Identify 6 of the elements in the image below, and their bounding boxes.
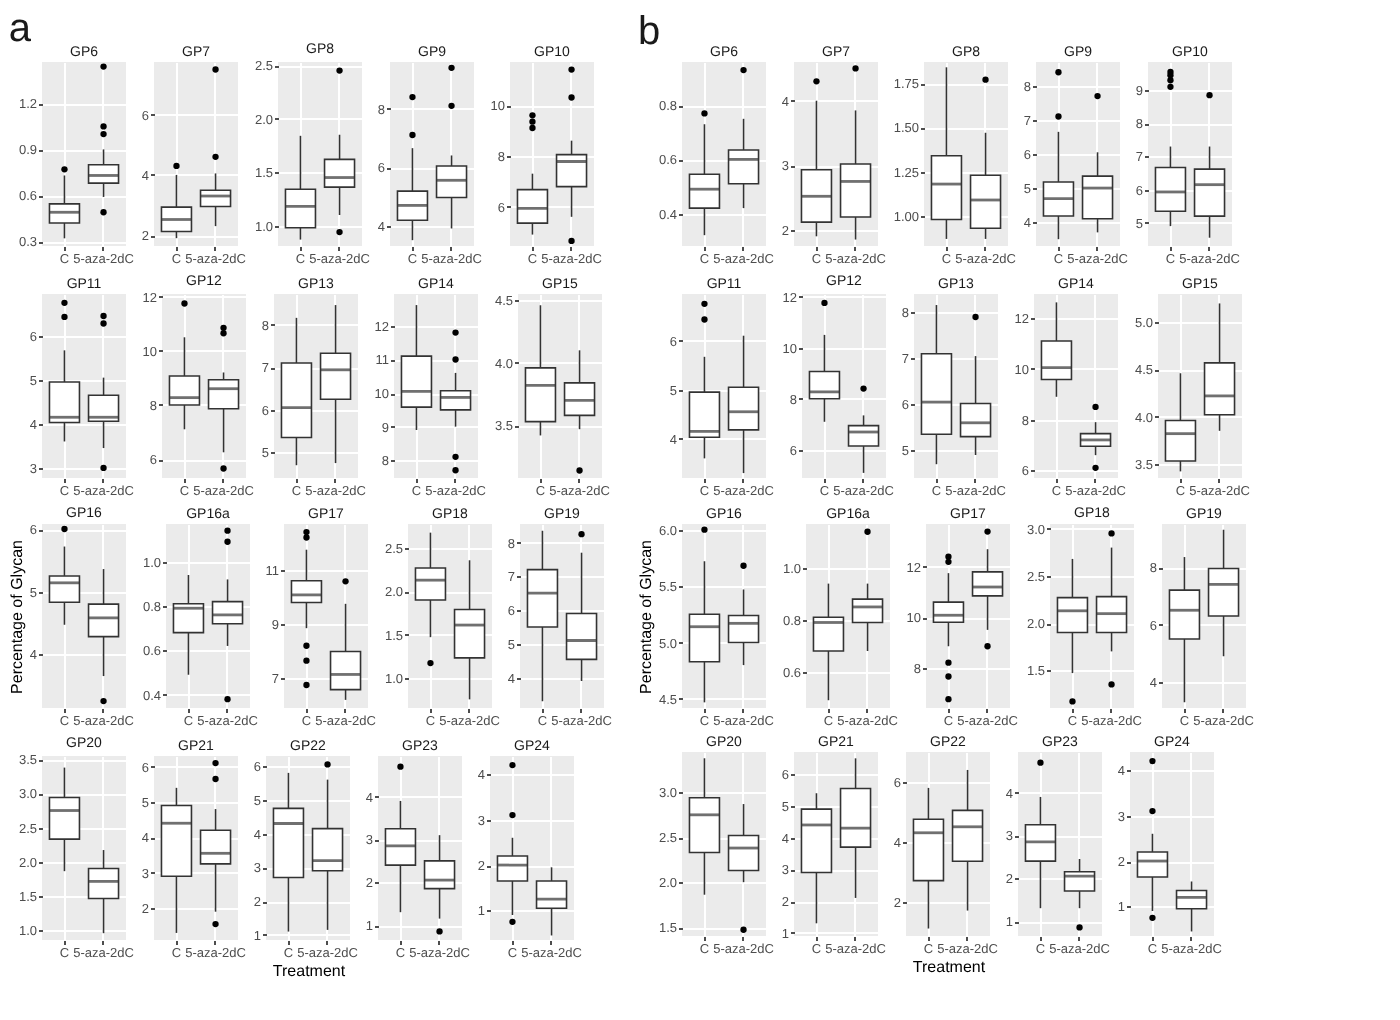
y-axis-title: Percentage of Glycan xyxy=(636,540,655,694)
y-axis-title: Percentage of Glycan xyxy=(7,540,26,694)
x-axis-title: Treatment xyxy=(272,962,347,980)
text: b xyxy=(637,10,661,54)
text: a xyxy=(8,7,33,52)
x-axis-title: Treatment xyxy=(912,958,987,976)
